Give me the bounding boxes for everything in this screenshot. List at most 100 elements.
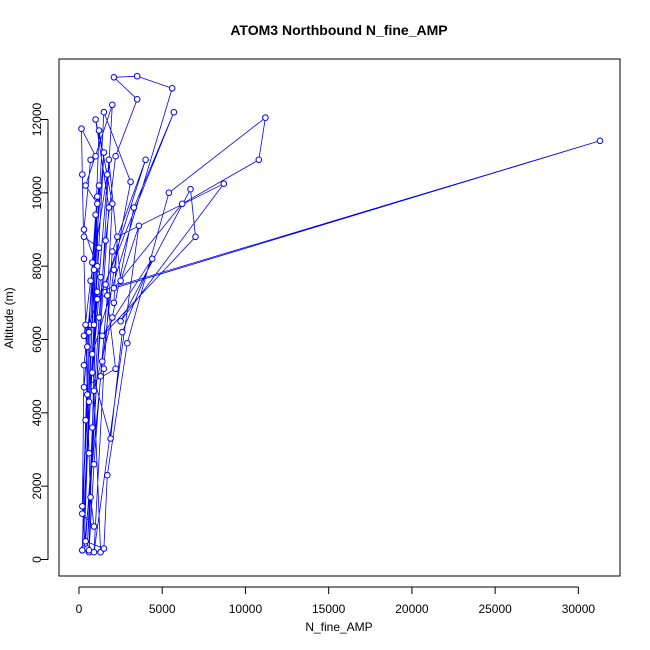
data-point: [110, 266, 118, 274]
data-point: [94, 200, 101, 208]
data-point: [80, 332, 88, 340]
data-point: [78, 125, 85, 132]
chart-title: ATOM3 Northbound N_fine_AMP: [230, 22, 447, 38]
y-tick-label: 0: [30, 556, 44, 563]
y-tick-label: 6000: [30, 326, 44, 353]
data-point: [178, 200, 186, 208]
data-point: [112, 365, 119, 373]
data-point: [100, 108, 108, 116]
data-point: [107, 435, 114, 442]
data-point: [84, 343, 91, 351]
y-axis-label: Altitude (m): [2, 287, 16, 348]
data-point: [109, 248, 116, 255]
data-point: [89, 424, 96, 431]
data-point: [80, 255, 88, 263]
data-point: [94, 193, 101, 200]
data-point: [92, 211, 99, 219]
data-point: [92, 116, 99, 123]
data-point: [133, 72, 141, 80]
data-point: [110, 74, 118, 81]
data-point: [100, 545, 108, 552]
data-point: [133, 96, 141, 103]
x-axis-label: N_fine_AMP: [305, 620, 372, 634]
data-point: [94, 295, 101, 303]
x-tick-label: 0: [76, 602, 83, 616]
data-point: [87, 277, 94, 285]
data-point: [80, 233, 88, 241]
data-point: [262, 114, 269, 121]
data-point: [94, 288, 101, 296]
data-point: [102, 281, 109, 288]
data-point: [168, 85, 176, 92]
data-point: [79, 510, 86, 518]
data-point: [109, 314, 116, 321]
data-point: [90, 387, 98, 395]
data-point: [104, 471, 111, 479]
data-point: [82, 321, 89, 329]
data-point: [109, 101, 116, 109]
data-point: [117, 277, 124, 285]
data-series: [78, 72, 604, 556]
data-point: [112, 152, 119, 160]
x-tick-label: 10000: [229, 602, 263, 616]
data-point: [87, 493, 94, 501]
data-point: [95, 127, 103, 134]
data-point: [165, 189, 173, 197]
data-point: [85, 328, 93, 336]
data-point: [142, 156, 149, 164]
data-point: [82, 416, 89, 424]
data-point: [82, 537, 89, 545]
y-axis: 0 2000 4000 6000 8000 10000 12000: [30, 102, 49, 563]
data-point: [90, 460, 98, 468]
data-point: [105, 156, 113, 164]
x-tick-label: 15000: [312, 602, 346, 616]
x-axis: 0 5000 10000 15000 20000 25000 30000: [76, 586, 596, 616]
y-tick-label: 10000: [30, 176, 44, 210]
data-point: [84, 391, 91, 398]
data-point: [85, 398, 93, 406]
data-point: [187, 185, 194, 193]
data-point: [80, 383, 88, 391]
data-point: [110, 299, 118, 307]
y-tick-label: 2000: [30, 472, 44, 499]
data-point: [95, 244, 103, 252]
data-point: [220, 180, 228, 187]
data-point: [114, 233, 121, 241]
x-tick-label: 25000: [478, 602, 512, 616]
data-point: [104, 171, 111, 178]
data-point: [148, 255, 156, 263]
data-point: [192, 233, 199, 241]
data-point: [596, 137, 604, 145]
data-point: [97, 372, 104, 380]
data-point: [130, 204, 138, 211]
data-point: [89, 369, 96, 376]
data-point: [99, 332, 106, 340]
data-point: [127, 178, 134, 186]
data-point: [97, 273, 104, 281]
data-point: [90, 321, 98, 329]
plot-frame: [58, 58, 621, 577]
data-point: [80, 226, 88, 233]
data-point: [79, 171, 86, 178]
x-tick-label: 30000: [562, 602, 596, 616]
series-line: [81, 75, 601, 553]
data-point: [82, 182, 89, 189]
y-tick-label: 4000: [30, 399, 44, 426]
data-point: [104, 292, 111, 299]
data-point: [105, 204, 113, 211]
x-tick-label: 5000: [149, 602, 176, 616]
data-point: [85, 449, 93, 457]
data-point: [79, 503, 86, 510]
data-point: [79, 547, 86, 554]
data-point: [110, 284, 118, 292]
data-point: [100, 365, 108, 373]
y-tick-label: 12000: [30, 102, 44, 136]
data-point: [102, 237, 109, 244]
data-point: [89, 350, 96, 358]
data-point: [92, 152, 99, 160]
data-point: [90, 548, 98, 556]
data-point: [95, 182, 103, 189]
data-point: [90, 523, 98, 530]
